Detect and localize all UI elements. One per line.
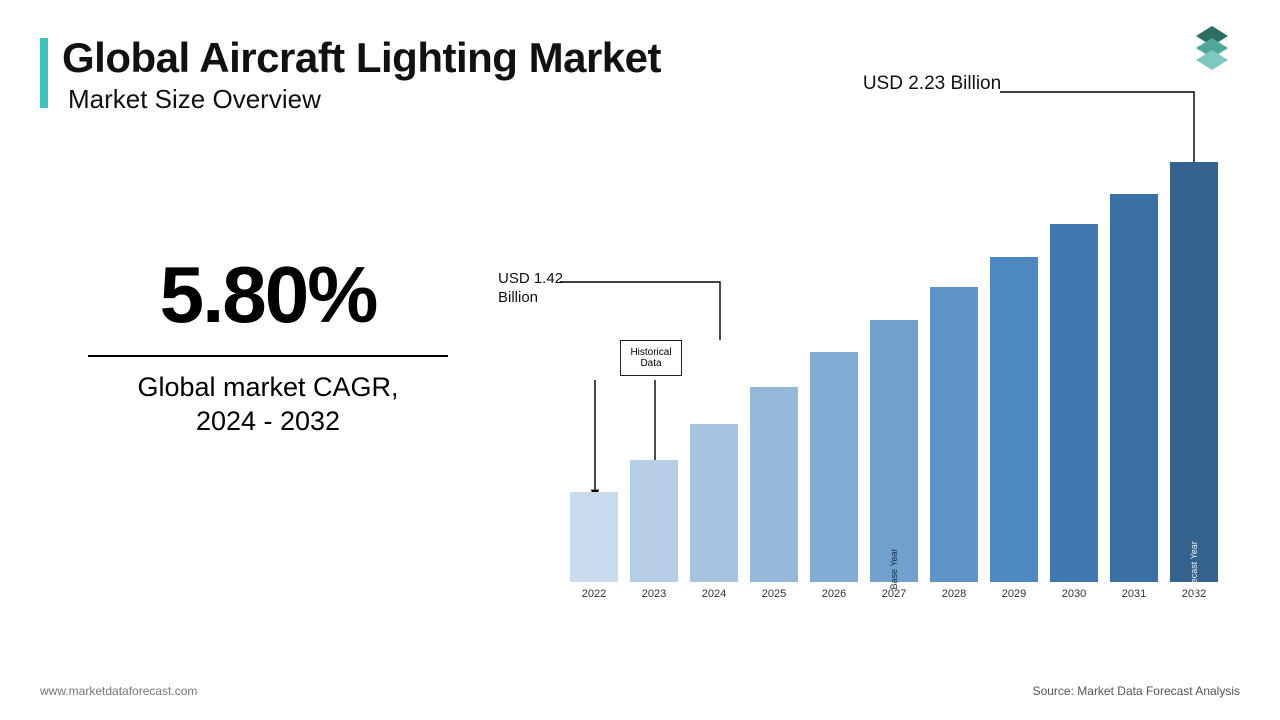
bar-col: Base Year2027: [870, 320, 918, 600]
bar-col: 2022: [570, 492, 618, 600]
bar: Base Year: [870, 320, 918, 582]
bar: Forecast Year: [1170, 162, 1218, 582]
bar-col: 2031: [1110, 194, 1158, 600]
bar: [1050, 224, 1098, 582]
bar: [990, 257, 1038, 582]
x-axis-label: 2028: [942, 588, 966, 600]
bar: [810, 352, 858, 582]
forecast-year-label: Forecast Year: [1189, 541, 1199, 597]
x-axis-label: 2023: [642, 588, 666, 600]
bar: [930, 287, 978, 582]
bar-col: 2030: [1050, 224, 1098, 600]
bar: [1110, 194, 1158, 582]
bar-col: 2025: [750, 387, 798, 600]
bar: [570, 492, 618, 582]
bar-col: 2024: [690, 424, 738, 600]
bar-col: 2028: [930, 287, 978, 600]
bar: [750, 387, 798, 582]
x-axis-label: 2025: [762, 588, 786, 600]
base-year-label: Base Year: [889, 548, 899, 589]
bar-col: 2026: [810, 352, 858, 600]
x-axis-label: 2030: [1062, 588, 1086, 600]
footer-url: www.marketdataforecast.com: [40, 684, 197, 698]
x-axis-label: 2027: [882, 588, 906, 600]
bar-col: 2029: [990, 257, 1038, 600]
bars: 20222023202420252026Base Year20272028202…: [570, 180, 1230, 600]
x-axis-label: 2026: [822, 588, 846, 600]
x-axis-label: 2029: [1002, 588, 1026, 600]
x-axis-label: 2022: [582, 588, 606, 600]
bar-col: 2023: [630, 460, 678, 600]
x-axis-label: 2024: [702, 588, 726, 600]
footer-source: Source: Market Data Forecast Analysis: [1033, 684, 1240, 698]
bar-col: Forecast Year2032: [1170, 162, 1218, 600]
bar: [690, 424, 738, 582]
bar: [630, 460, 678, 582]
x-axis-label: 2031: [1122, 588, 1146, 600]
market-size-chart: 20222023202420252026Base Year20272028202…: [570, 180, 1230, 630]
